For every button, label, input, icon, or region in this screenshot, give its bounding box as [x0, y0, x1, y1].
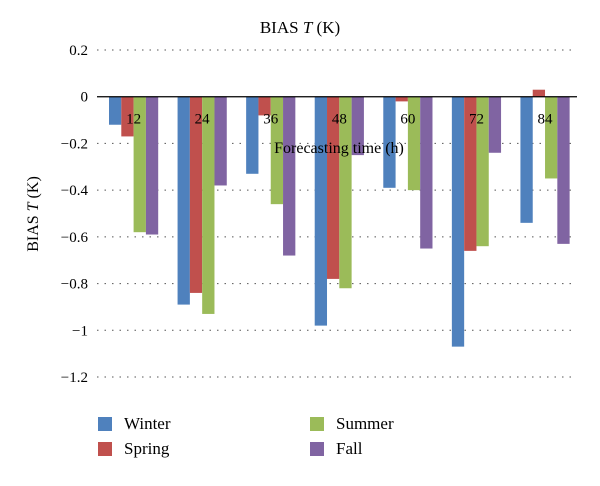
bar-spring-72 — [464, 96, 477, 251]
bar-fall-12 — [145, 96, 159, 235]
chart-title-prefix: BIAS — [259, 18, 303, 37]
chart-title-symbol: T — [302, 18, 313, 37]
legend-item-winter: Winter — [98, 414, 171, 434]
bar-spring-36 — [258, 96, 271, 116]
bar-spring-24 — [189, 96, 203, 293]
chart-title: BIAS T (K) — [0, 18, 600, 38]
bar-fall-84 — [557, 96, 570, 244]
bar-winter-24 — [177, 96, 190, 305]
bar-spring-84 — [532, 89, 546, 97]
bar-winter-48 — [314, 96, 328, 326]
x-axis-label: Forecasting time (h) — [274, 140, 404, 157]
bar-winter-12 — [109, 96, 122, 125]
bar-fall-24 — [214, 96, 227, 186]
bar-fall-36 — [283, 96, 296, 256]
legend-item-spring: Spring — [98, 439, 169, 459]
bar-fall-60 — [420, 96, 433, 249]
bar-summer-84 — [545, 96, 558, 179]
bar-winter-72 — [451, 96, 465, 347]
bar-summer-36 — [270, 96, 284, 205]
x-tick-label: 72 — [469, 112, 484, 128]
bar-winter-84 — [520, 96, 533, 223]
bar-summer-72 — [476, 96, 489, 247]
y-axis-label: BIAS T (K) — [25, 176, 42, 252]
bar-fall-48 — [351, 96, 364, 156]
bar-winter-36 — [246, 96, 259, 174]
y-tick-label: −0.8 — [61, 277, 88, 293]
bar-spring-60 — [395, 96, 408, 102]
legend-label-summer: Summer — [336, 414, 394, 433]
x-tick-label: 12 — [126, 112, 141, 128]
y-tick-label: 0.2 — [69, 43, 88, 59]
legend-swatch-winter — [98, 417, 112, 431]
x-tick-label: 36 — [263, 112, 279, 128]
x-tick-label: 84 — [538, 112, 554, 128]
bar-spring-12 — [121, 96, 134, 137]
legend-label-fall: Fall — [336, 439, 363, 458]
y-tick-label: 0 — [81, 90, 89, 106]
x-tick-label: 48 — [332, 112, 347, 128]
y-tick-label: −1.2 — [61, 370, 88, 386]
legend-label-winter: Winter — [124, 414, 171, 433]
chart-title-suffix: (K) — [312, 18, 341, 37]
y-tick-label: −0.2 — [61, 136, 88, 152]
y-tick-label: −0.6 — [61, 230, 89, 246]
bar-summer-60 — [407, 96, 421, 191]
legend-item-summer: Summer — [310, 414, 394, 434]
bar-fall-72 — [488, 96, 502, 153]
y-tick-label: −0.4 — [61, 183, 89, 199]
bar-winter-60 — [383, 96, 396, 188]
bar-summer-48 — [339, 96, 352, 289]
legend-label-spring: Spring — [124, 439, 170, 458]
bar-spring-48 — [327, 96, 340, 279]
legend: Winter Spring Summer Fall — [98, 414, 518, 474]
legend-swatch-fall — [310, 442, 324, 456]
legend-item-fall: Fall — [310, 439, 362, 459]
bar-summer-24 — [202, 96, 215, 314]
y-tick-label: −1 — [72, 323, 88, 339]
x-tick-label: 60 — [400, 112, 415, 128]
x-tick-label: 24 — [195, 112, 211, 128]
legend-swatch-spring — [98, 442, 112, 456]
legend-swatch-summer — [310, 417, 324, 431]
bar-summer-12 — [133, 96, 146, 233]
